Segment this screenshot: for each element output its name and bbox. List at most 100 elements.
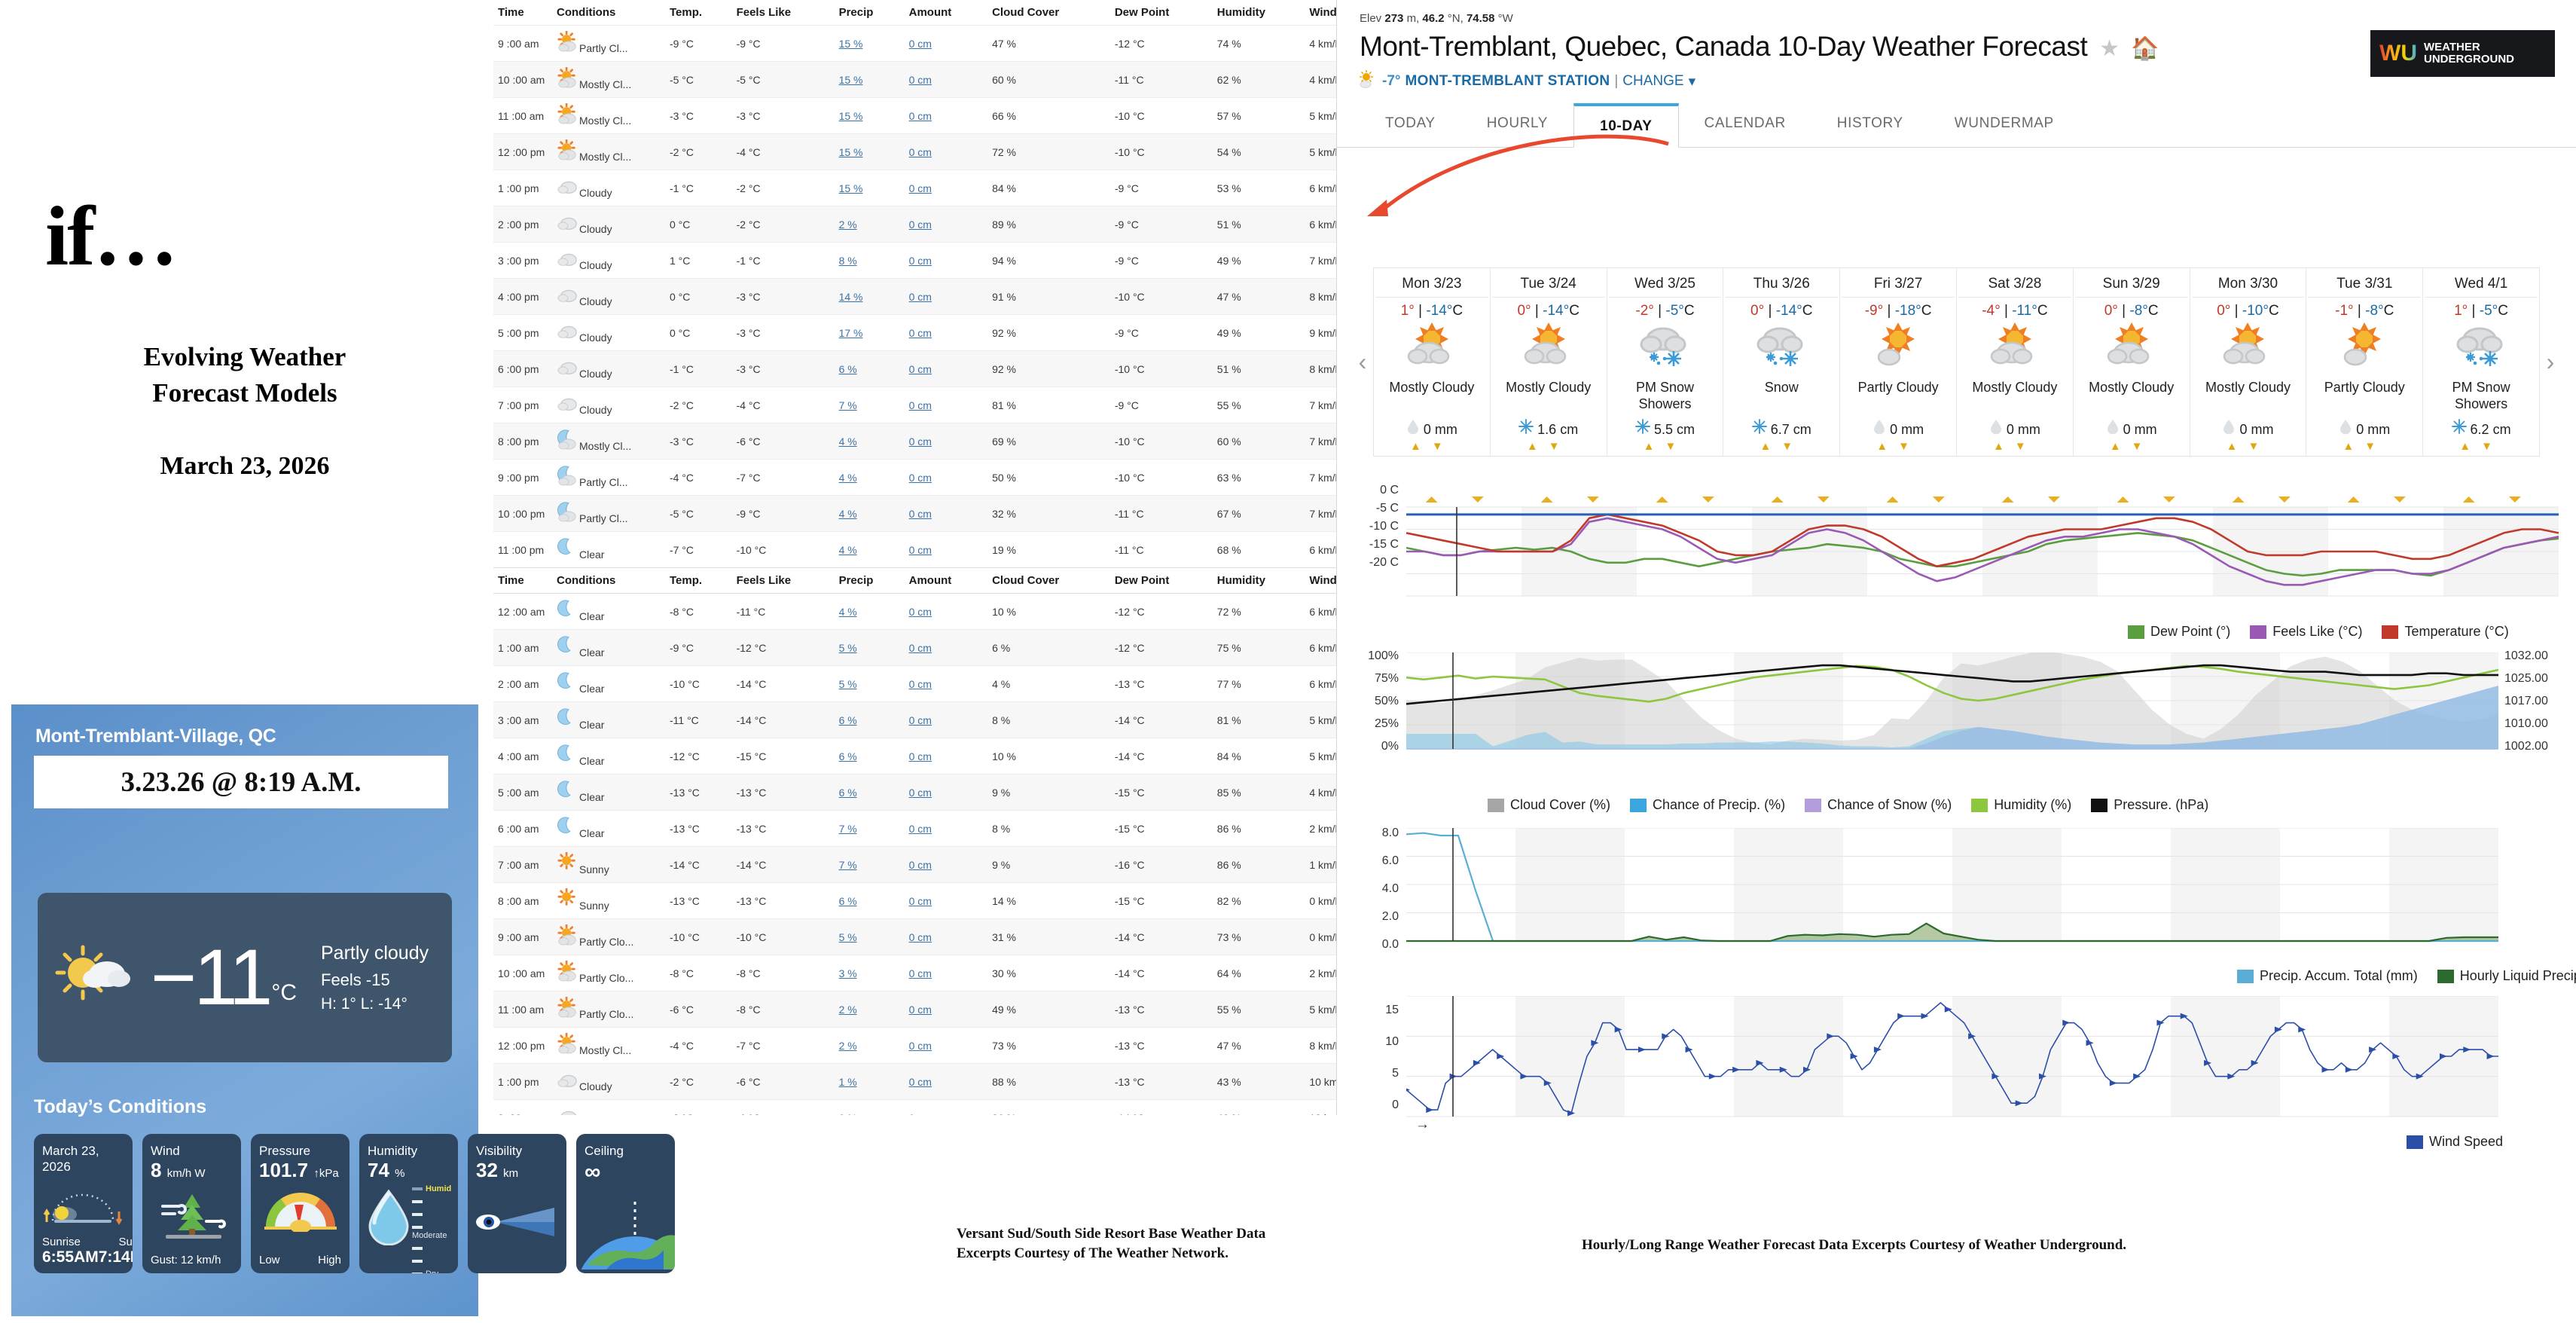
cell-precip[interactable]: 17 % [834,314,905,351]
cell-amount[interactable]: 0 cm [904,629,988,666]
table-row[interactable]: 11 :00 am Mostly Cl... -3 °C -3 °C 15 % 0 cm 6… [493,97,1336,134]
table-row[interactable]: 3 :00 am Clear -11 °C -14 °C 6 % 0 cm 8 % -14 °… [493,701,1336,738]
cell-precip[interactable]: 7 % [834,387,905,423]
cell-amount[interactable]: 0 cm [904,918,988,955]
table-row[interactable]: 5 :00 am Clear -13 °C -13 °C 6 % 0 cm 9 % -15 °… [493,774,1336,811]
cell-precip[interactable]: 4 % [834,531,905,568]
table-row[interactable]: 3 :00 pm Cloudy 1 °C -1 °C 8 % 0 cm 94 % -9 °C 4… [493,242,1336,279]
table-row[interactable]: 9 :00 pm Partly Cl... -4 °C -7 °C 4 % 0 cm 50 … [493,459,1336,496]
table-row[interactable]: 12 :00 pm Mostly Cl... -4 °C -7 °C 2 % 0 cm 73… [493,1027,1336,1064]
cell-amount[interactable]: 0 cm [904,1099,988,1115]
table-row[interactable]: 4 :00 pm Cloudy 0 °C -3 °C 14 % 0 cm 91 % -10 °… [493,278,1336,315]
chevron-down-icon[interactable]: ▾ [1688,73,1696,90]
cell-amount[interactable]: 0 cm [904,846,988,883]
cell-precip[interactable]: 2 % [834,206,905,243]
cell-precip[interactable]: 15 % [834,25,905,62]
table-row[interactable]: 1 :00 am Clear -9 °C -12 °C 5 % 0 cm 6 % -12 °C… [493,629,1336,666]
table-row[interactable]: 7 :00 pm Cloudy -2 °C -4 °C 7 % 0 cm 81 % -9 °C… [493,387,1336,423]
cell-amount[interactable]: 0 cm [904,774,988,811]
cell-precip[interactable]: 6 % [834,738,905,775]
day-card[interactable]: Wed 3/25 -2° | -5°C PM Snow Showers 5.5 cm… [1607,268,1724,457]
cell-amount[interactable]: 0 cm [904,25,988,62]
hourly-forecast-table-panel[interactable]: Time Conditions Temp. Feels Like Precip … [493,0,1337,1115]
tab-calendar[interactable]: CALENDAR [1704,115,1786,131]
table-row[interactable]: 8 :00 pm Mostly Cl... -3 °C -6 °C 4 % 0 cm 69 … [493,423,1336,460]
day-card[interactable]: Mon 3/23 1° | -14°C Mostly Cloudy 0 mm ▲▼ [1374,268,1491,457]
tab-hourly[interactable]: HOURLY [1486,115,1549,131]
day-card[interactable]: Wed 4/1 1° | -5°C PM Snow Showers 6.2 cm ▲▼ [2423,268,2539,456]
tab-history[interactable]: HISTORY [1836,115,1903,131]
table-row[interactable]: 2 :00 pm Cloudy 0 °C -2 °C 2 % 0 cm 89 % -9 °C 5… [493,206,1336,243]
table-row[interactable]: 10 :00 am Partly Clo... -8 °C -8 °C 3 % 0 cm 3… [493,955,1336,991]
cell-amount[interactable]: 0 cm [904,701,988,738]
station-name[interactable]: MONT-TREMBLANT STATION [1405,73,1610,89]
table-row[interactable]: 7 :00 am Sunny -14 °C -14 °C 7 % 0 cm 9 % -16 °… [493,846,1336,883]
cell-amount[interactable]: 0 cm [904,593,988,630]
cell-amount[interactable]: 0 cm [904,133,988,170]
cell-amount[interactable]: 0 cm [904,242,988,279]
cell-precip[interactable]: 5 % [834,918,905,955]
cell-amount[interactable]: 0 cm [904,206,988,243]
cell-amount[interactable]: 0 cm [904,810,988,847]
table-row[interactable]: 1 :00 pm Cloudy -2 °C -6 °C 1 % 0 cm 88 % -13 °… [493,1063,1336,1100]
table-row[interactable]: 2 :00 am Clear -10 °C -14 °C 5 % 0 cm 4 % -13 °… [493,665,1336,702]
cell-precip[interactable]: 15 % [834,170,905,206]
cell-amount[interactable]: 0 cm [904,423,988,460]
home-icon[interactable]: 🏠 [2131,36,2159,61]
table-row[interactable]: 6 :00 pm Cloudy -1 °C -3 °C 6 % 0 cm 92 % -10 °… [493,350,1336,387]
cell-amount[interactable]: 0 cm [904,387,988,423]
prev-days-button[interactable]: ‹ [1358,348,1367,376]
cell-precip[interactable]: 6 % [834,774,905,811]
table-row[interactable]: 8 :00 am Sunny -13 °C -13 °C 6 % 0 cm 14 % -15 … [493,882,1336,919]
next-days-button[interactable]: › [2546,348,2555,376]
cell-precip[interactable]: 3 % [834,955,905,991]
day-card[interactable]: Sat 3/28 -4° | -11°C Mostly Cloudy 0 mm ▲▼ [1957,268,2074,457]
cell-precip[interactable]: 7 % [834,846,905,883]
cell-precip[interactable]: 2 % [834,991,905,1028]
cell-amount[interactable]: 0 cm [904,665,988,702]
cell-amount[interactable]: 0 cm [904,738,988,775]
cell-amount[interactable]: 0 cm [904,531,988,568]
cell-precip[interactable]: 14 % [834,278,905,315]
day-card[interactable]: Thu 3/26 0° | -14°C Snow 6.7 cm ▲▼ [1723,268,1841,457]
cell-precip[interactable]: 4 % [834,423,905,460]
cell-amount[interactable]: 0 cm [904,97,988,134]
table-row[interactable]: 9 :00 am Partly Cl... -9 °C -9 °C 15 % 0 cm 47… [493,25,1336,62]
cell-amount[interactable]: 0 cm [904,955,988,991]
favorite-star-icon[interactable]: ★ [2099,36,2120,61]
table-row[interactable]: 6 :00 am Clear -13 °C -13 °C 7 % 0 cm 8 % -15 °… [493,810,1336,847]
cell-amount[interactable]: 0 cm [904,495,988,532]
cell-precip[interactable]: 1 % [834,1063,905,1100]
cell-amount[interactable]: 0 cm [904,1027,988,1064]
cell-amount[interactable]: 0 cm [904,882,988,919]
cell-amount[interactable]: 0 cm [904,314,988,351]
cell-amount[interactable]: 0 cm [904,991,988,1028]
tab-wundermap[interactable]: WUNDERMAP [1954,115,2054,131]
table-row[interactable]: 1 :00 pm Cloudy -1 °C -2 °C 15 % 0 cm 84 % -9 °… [493,170,1336,206]
tab-10-day[interactable]: 10-DAY [1573,103,1679,148]
day-card[interactable]: Tue 3/24 0° | -14°C Mostly Cloudy 1.6 cm ▲▼ [1491,268,1607,457]
table-row[interactable]: 10 :00 am Mostly Cl... -5 °C -5 °C 15 % 0 cm 6… [493,61,1336,98]
cell-amount[interactable]: 0 cm [904,61,988,98]
table-row[interactable]: 4 :00 am Clear -12 °C -15 °C 6 % 0 cm 10 % -14 … [493,738,1336,775]
cell-precip[interactable]: 6 % [834,701,905,738]
change-station-button[interactable]: CHANGE [1622,73,1684,89]
cell-precip[interactable]: 15 % [834,97,905,134]
day-card[interactable]: Tue 3/31 -1° | -8°C Partly Cloudy 0 mm ▲▼ [2306,268,2424,457]
table-row[interactable]: 12 :00 pm Mostly Cl... -2 °C -4 °C 15 % 0 cm 7… [493,133,1336,170]
day-card[interactable]: Fri 3/27 -9° | -18°C Partly Cloudy 0 mm ▲▼ [1840,268,1957,457]
day-card[interactable]: Mon 3/30 0° | -10°C Mostly Cloudy 0 mm ▲▼ [2190,268,2307,457]
cell-precip[interactable]: 15 % [834,61,905,98]
cell-amount[interactable]: 0 cm [904,278,988,315]
cell-amount[interactable]: 0 cm [904,1063,988,1100]
day-card[interactable]: Sun 3/29 0° | -8°C Mostly Cloudy 0 mm ▲▼ [2074,268,2190,457]
table-row[interactable]: 10 :00 pm Partly Cl... -5 °C -9 °C 4 % 0 cm 32… [493,495,1336,532]
cell-precip[interactable]: 15 % [834,133,905,170]
cell-precip[interactable]: 6 % [834,882,905,919]
cell-precip[interactable]: 4 % [834,459,905,496]
tab-today[interactable]: TODAY [1385,115,1436,131]
cell-precip[interactable]: 8 % [834,242,905,279]
cell-precip[interactable]: 4 % [834,593,905,630]
table-row[interactable]: 12 :00 am Clear -8 °C -11 °C 4 % 0 cm 10 % -12 … [493,593,1336,630]
table-row[interactable]: 11 :00 pm Clear -7 °C -10 °C 4 % 0 cm 19 % -11 … [493,531,1336,568]
